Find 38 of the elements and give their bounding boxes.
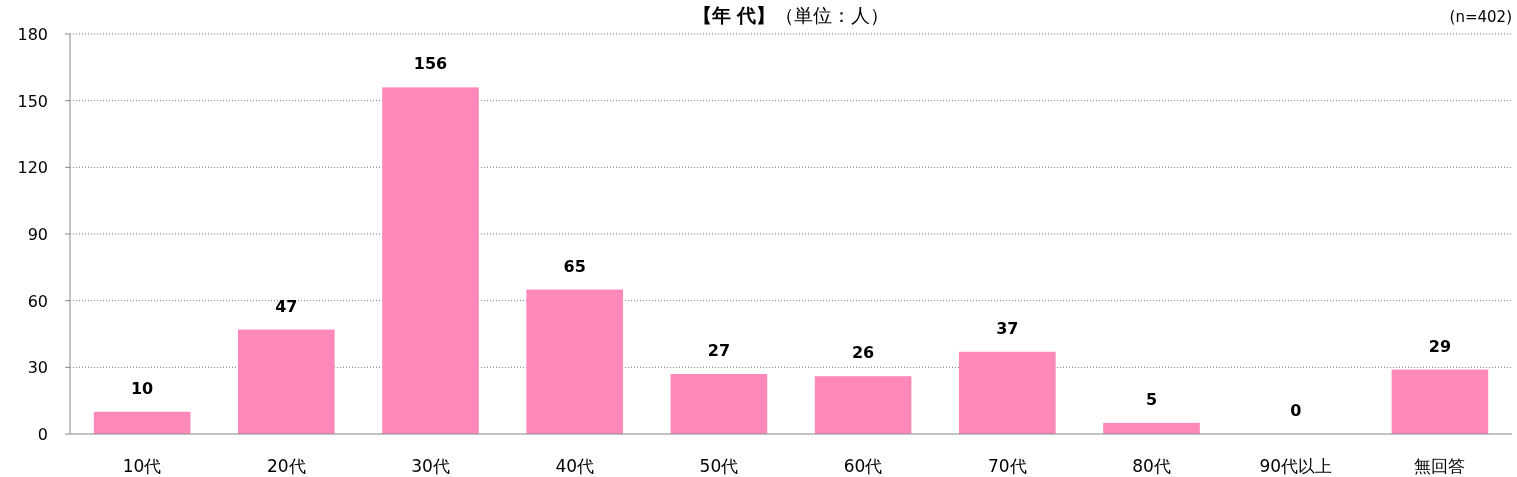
bar: [1103, 422, 1200, 434]
x-tick-label: 70代: [987, 456, 1027, 476]
data-label: 10: [130, 378, 154, 398]
bar: [382, 87, 479, 434]
y-tick-label: 90: [27, 225, 48, 244]
data-label: 5: [1145, 389, 1158, 409]
y-tick-label: 150: [17, 91, 48, 111]
y-tick-label: 120: [17, 158, 48, 178]
bar: [237, 329, 335, 434]
x-tick-label: 90代以上: [1259, 456, 1333, 476]
bar: [93, 411, 191, 434]
chart-title: 【年 代】（単位：人）: [692, 4, 890, 26]
text: (n=402): [1449, 8, 1512, 26]
y-tick-label: 0: [37, 425, 48, 444]
x-tick-label: 40代: [555, 456, 595, 476]
data-label: 26: [851, 343, 875, 363]
x-tick-label: 無回答: [1414, 456, 1466, 476]
bar: [670, 374, 768, 434]
x-tick-label: 50代: [699, 456, 739, 476]
data-label: 0: [1290, 401, 1302, 420]
bar: [958, 351, 1056, 434]
data-label: 156: [413, 54, 448, 74]
x-tick-label: 30代: [411, 456, 450, 476]
x-tick-label: 80代: [1132, 456, 1171, 476]
y-tick-label: 30: [27, 358, 48, 378]
data-label: 27: [707, 341, 731, 360]
x-tick-label: 10代: [122, 456, 162, 476]
bar: [814, 376, 912, 434]
data-label: 65: [563, 256, 586, 276]
x-tick-label: 60代: [843, 456, 883, 476]
bar: [526, 289, 624, 434]
data-label: 29: [1428, 336, 1452, 356]
bar: [1391, 369, 1489, 434]
y-tick-label: 180: [17, 25, 48, 44]
data-label: 47: [275, 296, 298, 316]
y-tick-label: 60: [27, 291, 48, 311]
x-tick-label: 20代: [266, 456, 306, 476]
data-label: 37: [996, 318, 1019, 338]
